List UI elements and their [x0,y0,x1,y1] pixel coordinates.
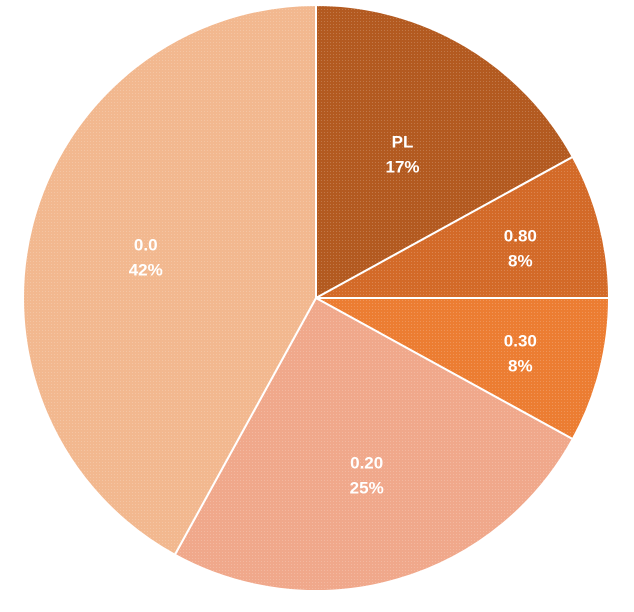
pie-labels: PL 17% 0.80 8% 0.30 8% 0.20 25% 0.0 42% [129,133,537,498]
pie-label-category-pl: PL [392,133,414,152]
pie-label-category-0-30: 0.30 [504,331,537,350]
pie-slice-texture-0-80 [316,156,609,298]
pie-slices [22,3,611,592]
pie-label-category-0-20: 0.20 [350,453,383,472]
pie-slice-texture-0-30 [316,298,609,440]
pie-slice-texture-0-0 [22,5,317,555]
pie-label-percent-0-20: 25% [350,478,384,497]
pie-slice-texture-pl [316,5,573,298]
pie-label-category-0-80: 0.80 [504,227,537,246]
pie-label-percent-pl: 17% [385,158,419,177]
pie-label-percent-0-0: 42% [129,260,163,279]
pie-label-percent-0-80: 8% [508,252,533,271]
pie-label-percent-0-30: 8% [508,356,533,375]
pie-slice-texture-0-20 [174,298,573,591]
pie-label-category-0-0: 0.0 [134,235,158,254]
